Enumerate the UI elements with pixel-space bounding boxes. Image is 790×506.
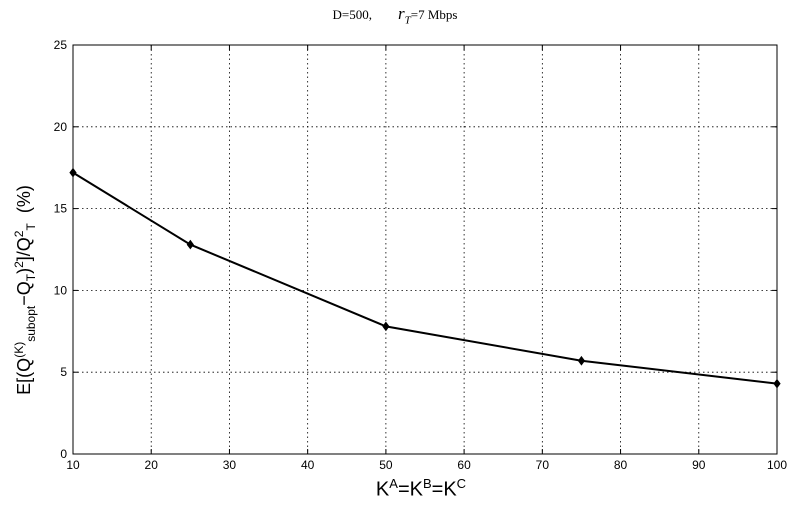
x-tick-label: 40 xyxy=(301,458,315,472)
series-line xyxy=(72,171,778,385)
data-point-marker xyxy=(382,321,390,332)
y-tick-label: 5 xyxy=(60,365,67,379)
x-tick-label: 100 xyxy=(767,458,787,472)
chart-title: D=500, rT=7 Mbps xyxy=(0,4,790,26)
data-point-marker xyxy=(773,378,781,389)
x-tick-label: 20 xyxy=(145,458,159,472)
data-point-marker xyxy=(69,167,77,178)
x-tick-label: 60 xyxy=(457,458,471,472)
x-tick-label: 10 xyxy=(66,458,80,472)
title-suffix: =7 Mbps xyxy=(410,7,458,22)
data-point-marker xyxy=(186,239,194,250)
y-tick-label: 25 xyxy=(54,38,68,52)
x-axis-label: KA=KB=KC xyxy=(375,476,467,501)
plot-area xyxy=(72,44,778,455)
title-prefix: D=500, xyxy=(332,7,373,22)
y-tick-label: 15 xyxy=(54,202,68,216)
x-tick-label: 30 xyxy=(223,458,237,472)
y-tick-label: 0 xyxy=(60,447,67,461)
data-point-marker xyxy=(577,355,586,366)
y-tick-label: 20 xyxy=(54,120,68,134)
x-tick-label: 50 xyxy=(379,458,393,472)
x-tick-label: 80 xyxy=(614,458,628,472)
axis-ticks xyxy=(72,44,778,455)
x-tick-label: 70 xyxy=(536,458,550,472)
x-tick-label: 90 xyxy=(692,458,706,472)
title-symbol: rT xyxy=(398,4,411,27)
y-tick-label: 10 xyxy=(54,283,68,297)
series-layer xyxy=(69,167,781,389)
tick-labels: 10 20 30 40 50 60 70 80 90 100 0 5 10 15 20 25 xyxy=(54,38,788,472)
grid-lines xyxy=(73,45,777,454)
